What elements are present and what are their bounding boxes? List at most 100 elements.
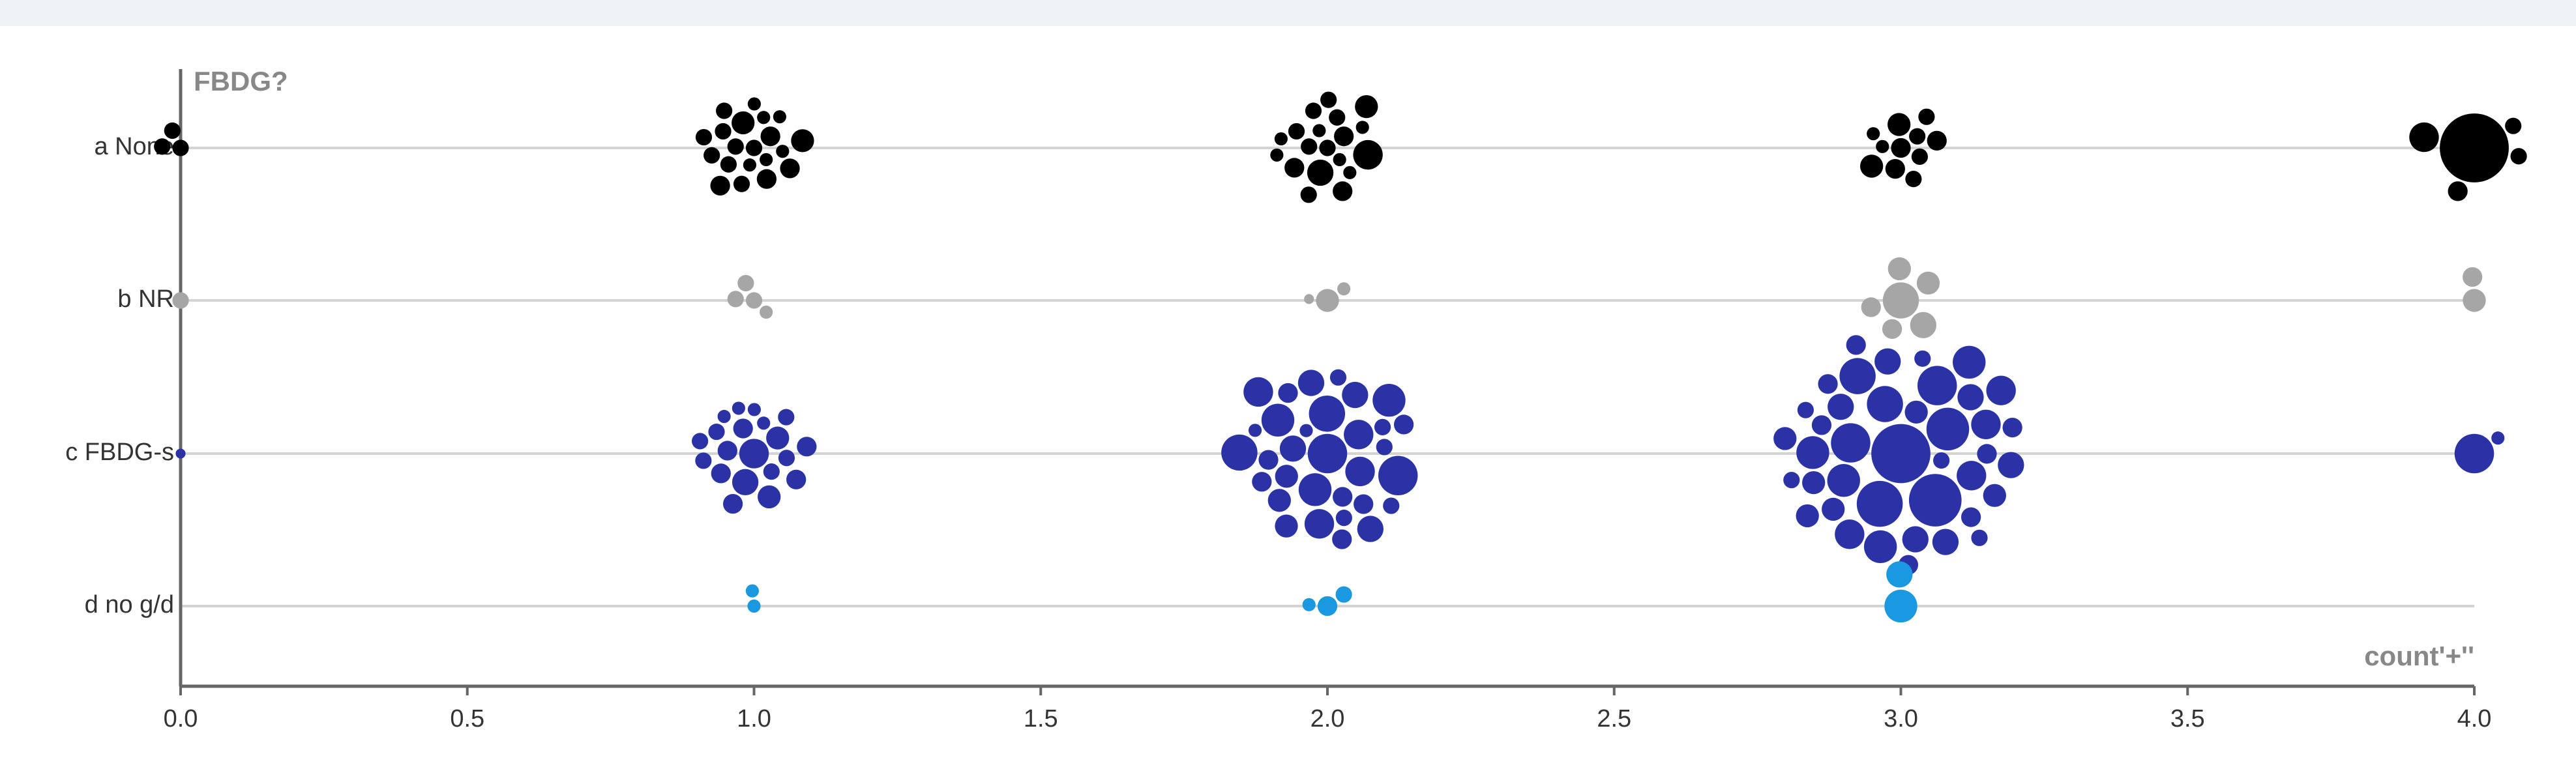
bubble bbox=[791, 129, 814, 152]
bubble bbox=[737, 274, 754, 292]
bubble bbox=[1376, 439, 1393, 456]
bubble bbox=[1309, 396, 1346, 432]
bubble bbox=[1874, 348, 1901, 375]
bubble bbox=[1317, 596, 1338, 617]
bubble bbox=[1882, 319, 1902, 339]
bubble bbox=[1971, 409, 2001, 439]
bubble bbox=[1882, 282, 1919, 319]
top-strip bbox=[0, 0, 2576, 26]
bubble bbox=[1357, 515, 1384, 542]
bubble bbox=[716, 102, 733, 119]
bubble bbox=[1304, 509, 1335, 539]
bubble bbox=[1393, 414, 1414, 435]
bubble bbox=[2463, 267, 2483, 287]
bubble bbox=[1933, 452, 1950, 469]
bubble bbox=[1307, 433, 1348, 474]
x-tick-label: 1.5 bbox=[1024, 705, 1058, 733]
bubble bbox=[695, 128, 713, 146]
x-tick-label: 2.5 bbox=[1597, 705, 1631, 733]
bubble bbox=[1986, 375, 2016, 405]
bubble bbox=[1910, 312, 1936, 339]
bubble bbox=[154, 138, 171, 155]
bubble bbox=[1275, 465, 1298, 488]
bubble bbox=[1884, 589, 1917, 623]
x-axis-title: count'+'' bbox=[2364, 641, 2474, 671]
bubble bbox=[1333, 487, 1353, 507]
bubble bbox=[2454, 433, 2495, 474]
bubble bbox=[1818, 374, 1838, 394]
bubble bbox=[758, 485, 781, 509]
bubble bbox=[757, 416, 771, 430]
bubble bbox=[1344, 420, 1374, 450]
bubble bbox=[1856, 480, 1903, 527]
bubble bbox=[1270, 148, 1284, 162]
bubble bbox=[763, 463, 780, 480]
bubble bbox=[172, 292, 189, 309]
bubble bbox=[1831, 423, 1871, 463]
bubble bbox=[733, 175, 750, 192]
bubble bbox=[1863, 530, 1897, 564]
bubble bbox=[1888, 257, 1911, 281]
bubble bbox=[720, 156, 737, 173]
bubble bbox=[1305, 102, 1322, 119]
bubble bbox=[1796, 504, 1819, 528]
x-tick-label: 0.5 bbox=[450, 705, 484, 733]
bubble bbox=[1372, 384, 1406, 417]
bubble bbox=[1284, 158, 1305, 178]
x-tick-label: 4.0 bbox=[2457, 705, 2492, 733]
bubble bbox=[1302, 598, 1316, 611]
bubble bbox=[786, 469, 807, 489]
bubble bbox=[1773, 427, 1797, 450]
bubble bbox=[1783, 472, 1800, 489]
bubble bbox=[1345, 456, 1375, 487]
bubble bbox=[773, 110, 786, 124]
bubble bbox=[1342, 381, 1369, 409]
bubble bbox=[1258, 450, 1279, 470]
bubble bbox=[1319, 139, 1336, 156]
bubble bbox=[1274, 132, 1288, 146]
bubble bbox=[1904, 400, 1928, 424]
x-tick-label: 0.0 bbox=[164, 705, 198, 733]
bubble bbox=[1977, 444, 1997, 464]
bubble bbox=[1335, 510, 1352, 527]
bubble bbox=[1298, 473, 1332, 506]
bubble bbox=[1252, 472, 1272, 492]
bubble bbox=[2002, 417, 2022, 438]
bubble bbox=[757, 111, 771, 124]
bubble bbox=[710, 175, 730, 196]
bubble bbox=[1374, 418, 1391, 435]
bubble bbox=[732, 469, 759, 496]
bubble bbox=[2510, 148, 2527, 165]
bubble bbox=[780, 158, 800, 179]
bubble bbox=[732, 111, 755, 135]
bubble bbox=[1248, 424, 1262, 437]
bubble bbox=[703, 147, 720, 164]
bubble bbox=[1867, 386, 1903, 422]
bubble bbox=[743, 158, 757, 172]
bubble bbox=[1797, 401, 1814, 418]
bubble bbox=[2409, 122, 2439, 152]
bubble bbox=[1917, 366, 1957, 405]
bubble bbox=[1243, 377, 1273, 407]
bubble bbox=[1316, 289, 1339, 312]
bubble bbox=[1261, 403, 1295, 437]
bubble bbox=[1861, 297, 1881, 317]
bubble bbox=[1983, 484, 2006, 507]
bubble bbox=[2440, 113, 2509, 182]
bubble bbox=[1876, 139, 1889, 153]
bubble bbox=[1378, 456, 1418, 496]
bubble bbox=[747, 403, 761, 416]
x-tick-label: 2.0 bbox=[1310, 705, 1345, 733]
y-tick-label: c FBDG-s bbox=[65, 439, 174, 466]
bubble bbox=[172, 139, 189, 156]
bubble bbox=[1822, 497, 1845, 521]
bubble bbox=[1827, 464, 1860, 497]
bubble bbox=[1835, 519, 1865, 549]
bubble bbox=[1343, 166, 1357, 179]
bubble bbox=[776, 145, 790, 158]
bubble bbox=[1329, 369, 1347, 386]
bubble bbox=[1957, 384, 1984, 411]
bubble bbox=[1332, 529, 1352, 549]
bubble bbox=[1953, 345, 1986, 379]
